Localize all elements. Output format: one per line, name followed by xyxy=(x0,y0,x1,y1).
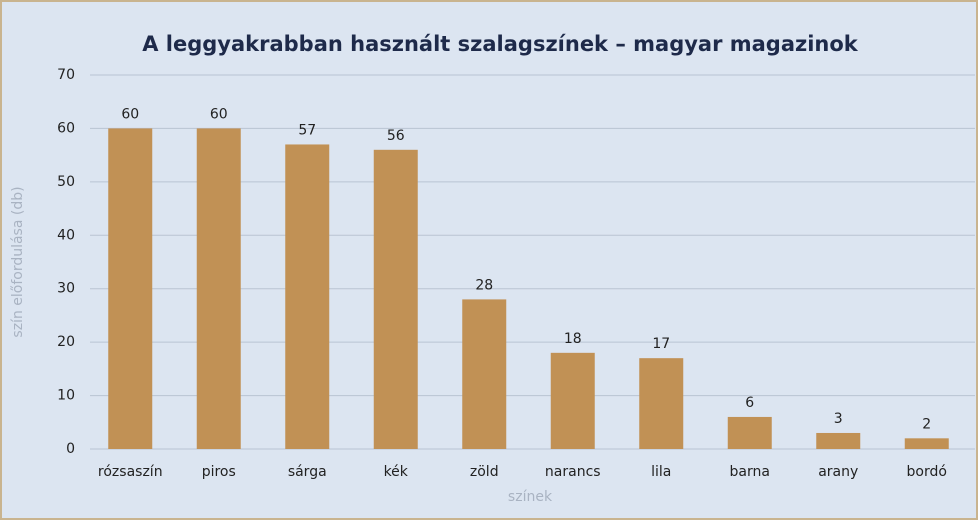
data-label: 60 xyxy=(210,106,228,122)
bar xyxy=(816,432,861,449)
bar xyxy=(462,299,507,449)
x-tick-label: bordó xyxy=(907,464,947,480)
y-tick-label: 0 xyxy=(66,441,75,457)
x-tick-label: arany xyxy=(818,464,858,480)
data-label: 28 xyxy=(475,277,493,293)
data-label: 2 xyxy=(922,416,931,432)
bar xyxy=(639,358,684,449)
x-tick-label: narancs xyxy=(545,464,601,480)
bar xyxy=(285,144,330,449)
chart-title: A leggyakrabban használt szalagszínek – … xyxy=(142,32,859,56)
data-label: 6 xyxy=(745,395,754,411)
x-tick-label: barna xyxy=(730,464,770,480)
x-tick-label: kék xyxy=(384,464,409,480)
data-label: 56 xyxy=(387,128,405,144)
bar xyxy=(373,149,418,450)
data-label: 57 xyxy=(298,122,316,138)
bar xyxy=(727,416,772,449)
bar xyxy=(196,128,241,449)
y-axis-label: szín előfordulása (db) xyxy=(10,186,26,337)
x-tick-label: lila xyxy=(651,464,671,480)
data-label: 60 xyxy=(121,106,139,122)
x-tick-label: sárga xyxy=(288,464,327,480)
x-tick-label: zöld xyxy=(470,464,499,480)
x-tick-label: piros xyxy=(202,464,236,480)
data-label: 18 xyxy=(564,331,582,347)
bar xyxy=(904,438,949,449)
y-tick-label: 30 xyxy=(57,281,75,297)
y-tick-label: 70 xyxy=(57,67,75,83)
data-label: 17 xyxy=(652,336,670,352)
bar xyxy=(550,352,595,449)
data-label: 3 xyxy=(834,411,843,427)
x-axis-label: színek xyxy=(508,489,553,505)
y-tick-label: 20 xyxy=(57,334,75,350)
bar xyxy=(108,128,153,449)
y-tick-label: 60 xyxy=(57,120,75,136)
y-tick-label: 10 xyxy=(57,388,75,404)
y-tick-label: 50 xyxy=(57,174,75,190)
x-tick-label: rózsaszín xyxy=(98,464,163,480)
y-tick-label: 40 xyxy=(57,227,75,243)
